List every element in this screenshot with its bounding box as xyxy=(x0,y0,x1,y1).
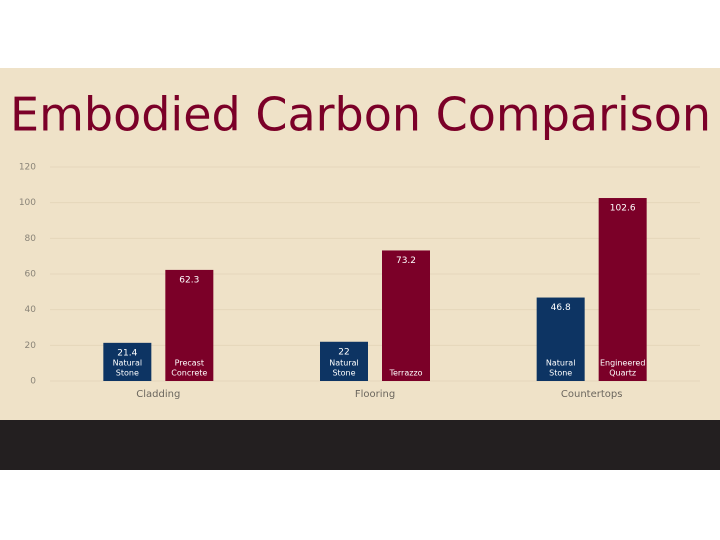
value-label: 46.8 xyxy=(551,303,571,313)
bar-label: Stone xyxy=(332,369,355,378)
bar-label: Engineered xyxy=(600,359,645,368)
bar-label: Natural xyxy=(329,359,359,368)
bar xyxy=(382,250,430,381)
bar-label: Stone xyxy=(549,369,572,378)
y-tick-label: 40 xyxy=(25,305,37,315)
bar xyxy=(536,297,585,381)
value-label: 21.4 xyxy=(117,348,137,358)
bar-label: Terrazzo xyxy=(388,369,422,378)
bar-label: Quartz xyxy=(609,369,636,378)
value-label: 102.6 xyxy=(610,204,636,214)
value-label: 62.3 xyxy=(179,275,199,285)
x-tick-label: Countertops xyxy=(561,389,623,400)
bar xyxy=(320,341,368,381)
bar-label: Natural xyxy=(546,359,576,368)
y-tick-label: 120 xyxy=(19,163,36,173)
value-label: 73.2 xyxy=(396,256,416,266)
bar-label: Concrete xyxy=(171,369,207,378)
bar-label: Precast xyxy=(175,359,204,368)
chart-title: Embodied Carbon Comparison xyxy=(10,88,711,142)
y-tick-label: 60 xyxy=(25,270,37,280)
x-tick-label: Cladding xyxy=(136,389,180,400)
y-tick-label: 100 xyxy=(19,198,36,208)
y-tick-label: 80 xyxy=(25,234,37,244)
y-tick-label: 0 xyxy=(30,377,36,387)
bar xyxy=(598,198,647,381)
x-tick-label: Flooring xyxy=(355,389,395,400)
bar-label: Stone xyxy=(116,369,139,378)
value-label: 22 xyxy=(338,347,349,357)
bar xyxy=(165,269,214,381)
bar-label: Natural xyxy=(113,359,143,368)
bar xyxy=(103,342,152,381)
y-tick-label: 20 xyxy=(25,341,37,351)
footer-band xyxy=(0,420,720,470)
